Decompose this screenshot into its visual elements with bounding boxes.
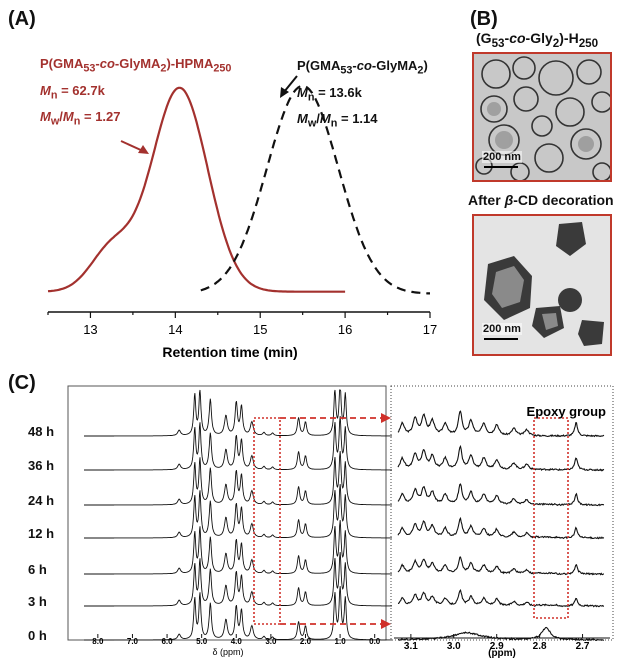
nmr-zoom-tick-label: 2.9 [490, 641, 504, 652]
nmr-tick-label: 2.0 [300, 637, 312, 646]
gpc-tick-label: 15 [253, 322, 267, 337]
nmr-zoom-tick-label: 2.8 [533, 641, 547, 652]
precursor-mn: Mn = 13.6k [297, 84, 362, 104]
nmr-spectrum-line [84, 484, 392, 539]
gpc-chart: 13 14 15 16 17 Retention time (min) [47, 75, 437, 360]
epoxy-group-label: Epoxy group [527, 404, 607, 419]
nmr-spectrum-line [84, 416, 392, 471]
copolymer-mn: Mn = 62.7k [40, 82, 105, 102]
nmr-tick-label: 1.0 [335, 637, 347, 646]
nmr-zoom-frame [390, 385, 614, 641]
nmr-zoom-spectrum-line [397, 589, 605, 608]
nmr-tick-label: 7.0 [127, 637, 139, 646]
nmr-zoom-spectrum-line [397, 444, 605, 472]
copolymer-name: P(GMA53-co-GlyMA2)-HPMA250 [40, 56, 232, 75]
nmr-zoom-tick-label: 3.0 [447, 641, 461, 652]
nmr-tick-label: 3.0 [265, 637, 277, 646]
precursor-arrow [283, 75, 298, 93]
nmr-tick-label: 4.0 [231, 637, 243, 646]
nmr-spectrum-line [84, 451, 392, 506]
nmr-spectrum-line [84, 586, 392, 641]
tem-top-title: (G53-co-Gly2)-H250 [476, 30, 599, 50]
time-label: 48 h [28, 424, 55, 439]
copolymer-arrowhead [138, 145, 149, 154]
tem-bottom-scale-bar [484, 338, 518, 340]
copolymer-dispersity: Mw/Mn = 1.27 [40, 109, 121, 128]
nmr-zoom-highlight-box [533, 417, 569, 619]
gpc-tick-label: 17 [423, 322, 437, 337]
nmr-zoom-stack [397, 410, 605, 642]
tem-top-scale-bar [484, 166, 518, 168]
time-label: 0 h [28, 628, 47, 643]
precursor-arrowhead [280, 87, 289, 98]
panel-label-c: (C) [8, 372, 36, 394]
precursor-dispersity: Mw/Mn = 1.14 [297, 111, 378, 130]
nmr-frame [67, 385, 387, 641]
nmr-zoom-tick-label: 2.7 [576, 641, 590, 652]
nmr-tick-label: 6.0 [161, 637, 173, 646]
nmr-zoom-spectrum-line [397, 410, 605, 438]
time-label: 3 h [28, 594, 47, 609]
nmr-spectrum-line [84, 520, 392, 575]
tem-top-scale-label: 200 nm [482, 151, 522, 163]
nmr-spectrum-line [84, 389, 392, 437]
nmr-connector-top-head [381, 413, 391, 423]
gpc-tick-label: 14 [168, 322, 182, 337]
gpc-x-axis-label: Retention time (min) [162, 344, 297, 360]
gpc-tick-label: 13 [83, 322, 97, 337]
time-label: 36 h [28, 458, 55, 473]
nmr-zoom-x-axis: 3.1 3.0 2.9 2.8 2.7 [394, 634, 610, 652]
precursor-annotation: P(GMA53-co-GlyMA2) Mn = 13.6k Mw/Mn = 1.… [297, 58, 428, 132]
gpc-tick-label: 16 [338, 322, 352, 337]
tem-decorated-drawing [484, 222, 604, 346]
nmr-highlight-box [253, 417, 281, 625]
copolymer-arrow [120, 140, 144, 152]
tem-bottom-scale-label: 200 nm [482, 323, 522, 335]
panel-label-a: (A) [8, 8, 36, 30]
time-label: 12 h [28, 526, 55, 541]
time-label: 24 h [28, 493, 55, 508]
nmr-tick-label: 5.0 [196, 637, 208, 646]
tem-bottom-title: After β-CD decoration [468, 192, 614, 208]
nmr-tick-label: 8.0 [92, 637, 104, 646]
nmr-spectrum-line [84, 552, 392, 607]
precursor-name: P(GMA53-co-GlyMA2) [297, 58, 428, 77]
nmr-x-axis-label: δ (ppm) [212, 647, 243, 657]
tem-vesicles-drawing [475, 56, 610, 180]
nmr-spectra-stack [84, 389, 392, 641]
nmr-zoom-spectrum-line [397, 516, 605, 540]
nmr-zoom-x-axis-label: (ppm) [488, 648, 516, 659]
nmr-connector-bottom-head [381, 619, 391, 629]
time-label: 6 h [28, 562, 47, 577]
gpc-trace-precursor [200, 84, 430, 295]
tem-image-decorated: 200 nm [472, 214, 612, 356]
nmr-x-axis: 8.0 7.0 6.0 5.0 4.0 3.0 2.0 1.0 0.0 [92, 634, 381, 646]
copolymer-annotation: P(GMA53-co-GlyMA2)-HPMA250 Mn = 62.7k Mw… [40, 56, 231, 130]
gpc-trace-copolymer [47, 86, 346, 293]
nmr-zoom-spectrum-line [397, 556, 604, 576]
panel-label-b: (B) [470, 8, 498, 30]
nmr-zoom-spectrum-line [397, 483, 605, 507]
nmr-tick-label: 0.0 [369, 637, 381, 646]
tem-image-vesicles: 200 nm [472, 52, 612, 182]
nmr-zoom-tick-label: 3.1 [404, 641, 418, 652]
gpc-x-axis: 13 14 15 16 17 [47, 311, 437, 337]
nmr-figure: 8.0 7.0 6.0 5.0 4.0 3.0 2.0 1.0 0.0 3.1 3.0 2.9 2.8… [67, 385, 614, 659]
